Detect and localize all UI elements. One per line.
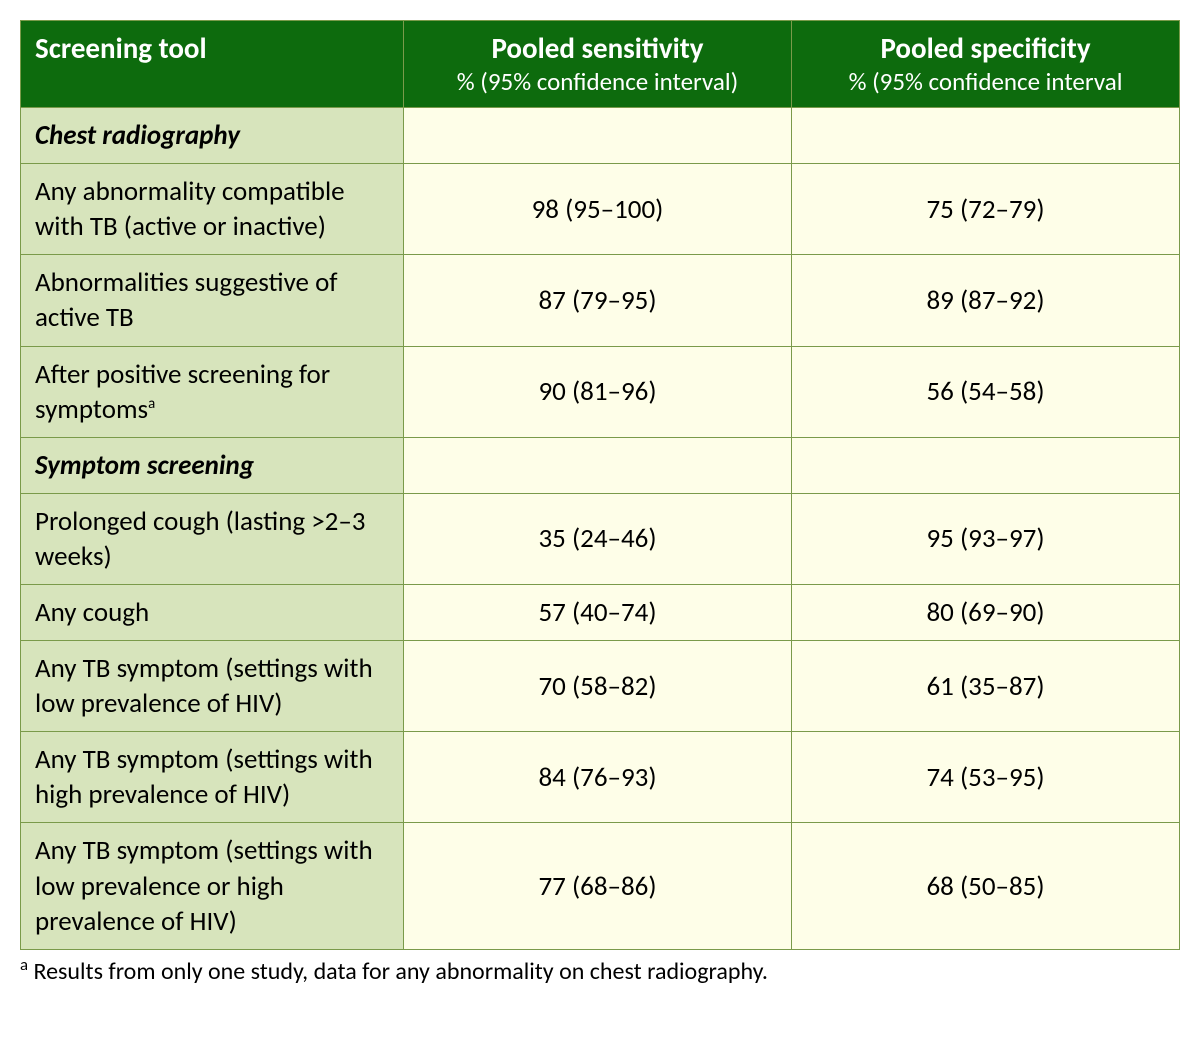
row-label-text: Any cough — [35, 596, 149, 629]
row-label-text: After positive screening for symptoms — [35, 358, 330, 426]
section-blank — [403, 437, 791, 493]
row-sensitivity: 57 (40–74) — [403, 584, 791, 640]
table-row: Symptom screening — [21, 437, 1180, 493]
screening-table: Screening tool Pooled sensitivity % (95%… — [20, 20, 1180, 950]
row-label: Abnormalities suggestive of active TB — [21, 255, 404, 346]
row-specificity: 68 (50–85) — [792, 823, 1180, 949]
row-specificity: 89 (87–92) — [792, 255, 1180, 346]
row-specificity: 74 (53–95) — [792, 732, 1180, 823]
row-specificity: 95 (93–97) — [792, 493, 1180, 584]
row-sensitivity: 84 (76–93) — [403, 732, 791, 823]
header-row: Screening tool Pooled sensitivity % (95%… — [21, 21, 1180, 108]
col-sub-1: % (95% confidence interval) — [457, 66, 738, 97]
row-sensitivity: 70 (58–82) — [403, 641, 791, 732]
footnote-text: Results from only one study, data for an… — [28, 957, 768, 986]
row-sup: a — [148, 394, 155, 412]
table-row: Any abnormality compatible with TB (acti… — [21, 164, 1180, 255]
row-label: After positive screening for symptomsa — [21, 346, 404, 437]
col-title-2: Pooled specificity — [880, 30, 1090, 66]
row-specificity: 61 (35–87) — [792, 641, 1180, 732]
col-header-sensitivity: Pooled sensitivity % (95% confidence int… — [403, 21, 791, 108]
row-sensitivity: 87 (79–95) — [403, 255, 791, 346]
row-label-text: Prolonged cough (lasting >2–3 weeks) — [35, 505, 366, 573]
row-specificity: 56 (54–58) — [792, 346, 1180, 437]
col-sub-2: % (95% confidence interval — [849, 66, 1123, 97]
row-label-text: Any abnormality compatible with TB (acti… — [35, 175, 345, 243]
col-header-specificity: Pooled specificity % (95% confidence int… — [792, 21, 1180, 108]
row-sensitivity: 77 (68–86) — [403, 823, 791, 949]
row-label-text: Any TB symptom (settings with low preval… — [35, 834, 373, 937]
row-label-text: Any TB symptom (settings with high preva… — [35, 743, 373, 811]
row-sensitivity: 90 (81–96) — [403, 346, 791, 437]
footnote-marker: a — [20, 954, 28, 975]
row-label: Any TB symptom (settings with low preval… — [21, 641, 404, 732]
table-row: Abnormalities suggestive of active TB 87… — [21, 255, 1180, 346]
col-title-1: Pooled sensitivity — [491, 30, 703, 66]
row-label: Prolonged cough (lasting >2–3 weeks) — [21, 493, 404, 584]
row-sensitivity: 35 (24–46) — [403, 493, 791, 584]
table-row: Chest radiography — [21, 108, 1180, 164]
section-blank — [403, 108, 791, 164]
section-blank — [792, 437, 1180, 493]
table-body: Chest radiography Any abnormality compat… — [21, 108, 1180, 950]
row-label: Any cough — [21, 584, 404, 640]
row-label: Any abnormality compatible with TB (acti… — [21, 164, 404, 255]
col-header-tool: Screening tool — [21, 21, 404, 108]
row-sensitivity: 98 (95–100) — [403, 164, 791, 255]
table-row: Any TB symptom (settings with low preval… — [21, 641, 1180, 732]
section-blank — [792, 108, 1180, 164]
table-row: Any cough 57 (40–74) 80 (69–90) — [21, 584, 1180, 640]
row-specificity: 80 (69–90) — [792, 584, 1180, 640]
table-row: Any TB symptom (settings with low preval… — [21, 823, 1180, 949]
row-label: Any TB symptom (settings with low preval… — [21, 823, 404, 949]
table-row: Prolonged cough (lasting >2–3 weeks) 35 … — [21, 493, 1180, 584]
col-title-0: Screening tool — [35, 30, 207, 66]
section-label: Chest radiography — [21, 108, 404, 164]
row-label-text: Abnormalities suggestive of active TB — [35, 266, 338, 334]
row-label: Any TB symptom (settings with high preva… — [21, 732, 404, 823]
row-specificity: 75 (72–79) — [792, 164, 1180, 255]
row-label-text: Any TB symptom (settings with low preval… — [35, 652, 373, 720]
footnote: a Results from only one study, data for … — [20, 954, 1180, 986]
table-row: Any TB symptom (settings with high preva… — [21, 732, 1180, 823]
table-row: After positive screening for symptomsa 9… — [21, 346, 1180, 437]
section-label: Symptom screening — [21, 437, 404, 493]
